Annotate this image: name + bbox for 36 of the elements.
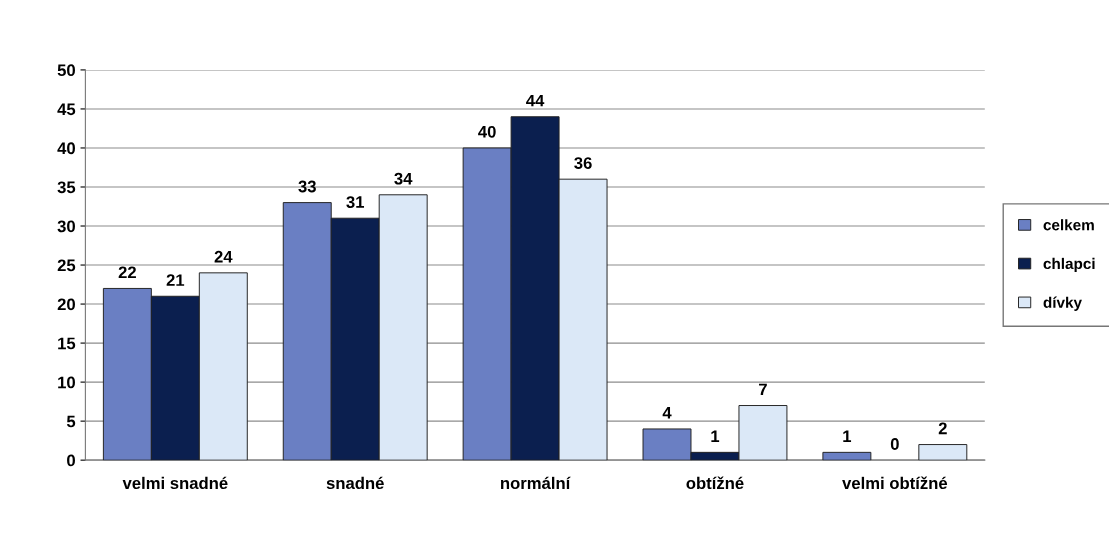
data-label: 22 [118,266,136,279]
y-tick-label: 25 [57,259,76,272]
y-tick-label: 40 [57,142,75,155]
legend-label: celkem [1043,219,1094,231]
data-label: 1 [843,430,852,442]
y-tick-label: 45 [57,103,76,116]
y-tick-label: 5 [66,415,76,428]
data-label: 40 [478,125,496,138]
y-tick-label: 0 [67,454,75,467]
x-tick-label: normální [501,476,571,490]
y-tick-label: 30 [57,220,75,233]
y-tick-label: 10 [58,376,75,389]
y-tick-label: 50 [57,64,75,77]
data-label: 4 [662,407,672,419]
legend-label: chlapci [1043,257,1095,273]
x-tick-label: obtížné [686,476,744,490]
y-tick-label: 35 [57,181,76,194]
x-tick-label: snadné [326,476,384,490]
data-label: 44 [526,94,545,107]
data-label: 36 [574,157,592,169]
legend-label: dívky [1043,296,1082,311]
data-label: 21 [166,274,185,286]
data-label: 1 [711,430,720,442]
bar [918,444,968,461]
x-tick-label: velmi obtížné [842,476,948,490]
data-label: 33 [298,180,316,193]
bar [822,451,872,461]
data-label: 2 [938,422,947,435]
data-label: 34 [394,172,413,185]
x-tick-label: velmi snadné [122,476,228,490]
data-label: 24 [214,250,233,263]
data-label: 0 [890,438,899,450]
data-label: 31 [346,196,365,208]
y-tick-label: 15 [58,337,76,350]
y-tick-label: 20 [57,298,75,311]
data-label: 7 [759,383,767,396]
